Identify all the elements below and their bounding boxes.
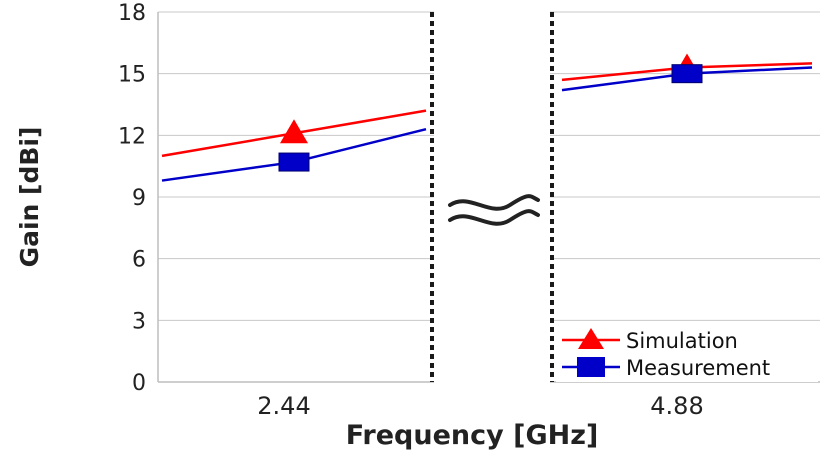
y-tick-label: 9 (132, 186, 146, 211)
marker-measurement (671, 64, 703, 84)
y-tick-label: 0 (132, 371, 146, 396)
x-axis-title: Frequency [GHz] (346, 420, 599, 450)
x-tick-label: 2.44 (257, 392, 310, 420)
marker-layer (278, 53, 703, 172)
x-tick-label: 4.88 (650, 392, 703, 420)
y-tick-label: 18 (118, 1, 146, 26)
marker-measurement (278, 152, 310, 172)
legend: Simulation Measurement (556, 326, 818, 382)
legend-marker-simulation (578, 328, 604, 349)
y-tick-label: 12 (118, 124, 146, 149)
legend-marker-measurement (577, 357, 605, 377)
legend-label-simulation: Simulation (626, 329, 738, 353)
y-tick-label: 6 (132, 248, 146, 273)
y-axis-title: Gain [dBi] (15, 127, 44, 268)
axis-break-symbol-top (448, 194, 540, 211)
legend-label-measurement: Measurement (626, 356, 770, 380)
label-layer: 0 3 6 9 12 15 18 2.44 4.88 Frequency [GHz] Gain [d… (15, 1, 704, 450)
axis-break-symbol-bottom (448, 209, 540, 226)
y-tick-label: 3 (132, 309, 146, 334)
y-tick-label: 15 (118, 63, 146, 88)
marker-simulation (280, 119, 308, 144)
axis-layer (157, 10, 820, 384)
